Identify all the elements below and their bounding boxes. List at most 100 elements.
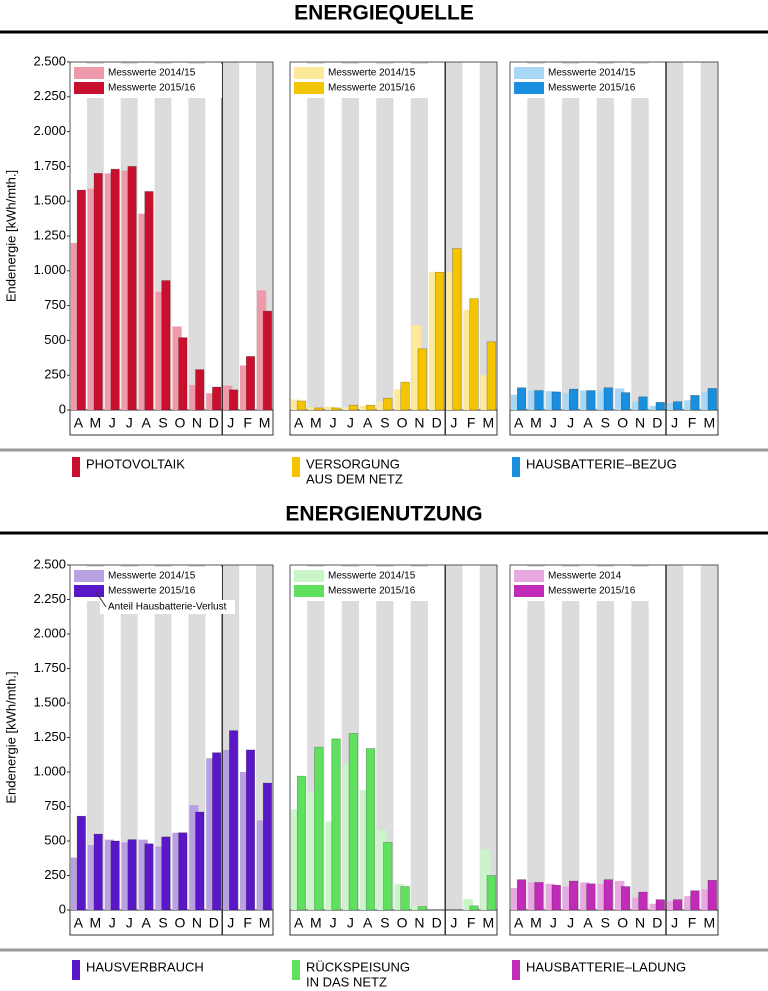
bar	[394, 389, 404, 410]
bar	[342, 407, 353, 410]
x-tick-label: O	[175, 415, 186, 431]
y-tick-label: 250	[44, 367, 66, 382]
bar	[245, 356, 256, 411]
bar	[534, 882, 544, 911]
bar	[93, 173, 103, 411]
x-tick-label: S	[601, 415, 610, 431]
bar	[707, 388, 717, 411]
column-shade	[527, 62, 545, 410]
legend-swatch	[514, 585, 544, 597]
x-tick-label: D	[209, 915, 219, 931]
y-tick-label: 2.250	[33, 591, 66, 606]
month-row	[509, 909, 719, 936]
bar	[545, 883, 556, 910]
month-row	[69, 909, 274, 936]
bar	[463, 309, 473, 410]
section-title: ENERGIEQUELLE	[294, 2, 474, 25]
bar	[597, 883, 608, 910]
bar	[178, 832, 188, 911]
bar	[701, 889, 712, 910]
section-title: ENERGIENUTZUNG	[285, 503, 482, 526]
legend-label: Messwerte 2014/15	[108, 68, 196, 79]
x-tick-label: J	[567, 415, 574, 431]
bar	[486, 875, 496, 911]
bar	[245, 749, 256, 911]
bar	[614, 388, 625, 410]
x-tick-label: S	[380, 915, 389, 931]
bar	[104, 173, 114, 410]
x-tick-label: A	[583, 415, 593, 431]
bar	[383, 397, 393, 411]
bar	[701, 391, 712, 410]
x-tick-label: M	[703, 915, 715, 931]
bar	[562, 886, 573, 910]
bar	[551, 391, 561, 411]
annotation: Anteil Hausbatterie-Verlust	[108, 602, 227, 613]
legend-label: Messwerte 2014/15	[108, 571, 196, 582]
x-tick-label: J	[567, 915, 574, 931]
column-shade	[596, 62, 614, 410]
y-tick-label: 2.500	[33, 556, 66, 571]
bar	[383, 842, 393, 911]
annotation-box	[100, 600, 235, 614]
x-tick-label: J	[126, 915, 133, 931]
bar	[325, 406, 335, 410]
y-tick-label: 500	[44, 832, 66, 847]
x-tick-label: J	[347, 915, 354, 931]
bar	[614, 881, 625, 910]
bar	[469, 905, 479, 911]
x-tick-label: N	[635, 915, 645, 931]
bar	[189, 805, 199, 910]
bar	[262, 310, 272, 411]
bar	[229, 389, 239, 411]
section-rule	[0, 30, 768, 34]
bar	[428, 272, 439, 410]
bar	[262, 782, 272, 911]
category-swatch	[512, 457, 520, 477]
bar	[649, 405, 660, 410]
x-tick-label: S	[601, 915, 610, 931]
column-shade	[479, 565, 497, 910]
bar	[155, 846, 165, 910]
bar	[690, 395, 700, 411]
bar	[400, 886, 410, 911]
x-tick-label: J	[330, 415, 337, 431]
bar	[172, 832, 182, 910]
legend-swatch	[74, 82, 104, 94]
bar	[551, 884, 561, 911]
legend-swatch	[294, 585, 324, 597]
column-shade	[410, 565, 428, 910]
x-tick-label: O	[175, 915, 186, 931]
month-row	[69, 409, 274, 436]
x-tick-label: A	[74, 415, 84, 431]
column-shade	[700, 565, 718, 910]
x-tick-label: A	[141, 915, 151, 931]
x-tick-label: M	[703, 415, 715, 431]
y-tick-label: 0	[59, 901, 66, 916]
bar	[516, 387, 527, 411]
bar	[377, 829, 387, 910]
bar	[155, 291, 165, 410]
bar	[240, 772, 250, 910]
y-tick-label: 1.000	[33, 763, 66, 778]
category-label: VERSORGUNG	[306, 456, 400, 471]
y-tick-label: 1.250	[33, 729, 66, 744]
bar	[314, 746, 324, 911]
bar	[516, 879, 527, 911]
y-tick-label: 250	[44, 867, 66, 882]
x-tick-label: J	[450, 415, 457, 431]
bar	[452, 248, 462, 411]
bar	[308, 791, 318, 910]
x-tick-label: J	[109, 915, 116, 931]
legend-swatch	[514, 67, 544, 79]
bar	[87, 188, 98, 410]
bar	[649, 903, 660, 910]
bar	[189, 384, 199, 410]
bar	[296, 400, 307, 411]
x-tick-label: J	[671, 415, 678, 431]
bar	[308, 407, 318, 410]
category-swatch	[512, 960, 520, 980]
bar	[110, 840, 120, 911]
x-tick-label: M	[530, 915, 542, 931]
x-tick-label: M	[259, 415, 271, 431]
